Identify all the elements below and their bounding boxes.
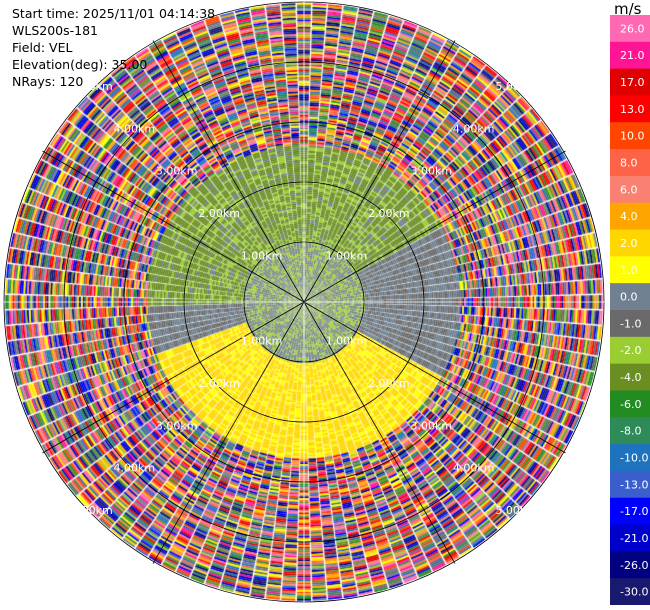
colorbar-swatch — [610, 41, 650, 70]
colorbar-swatch — [610, 551, 650, 579]
colorbar-swatch — [610, 363, 650, 391]
range-ring-label: 5.00km — [71, 80, 113, 93]
ppi-radar-image — [0, 0, 610, 610]
range-ring-label: 4.00km — [114, 122, 156, 135]
colorbar-swatch — [610, 95, 650, 123]
azimuth-spoke — [152, 301, 305, 564]
range-ring-label: 4.00km — [453, 462, 495, 475]
range-ring-label: 3.00km — [410, 419, 452, 432]
azimuth-spoke — [303, 40, 456, 303]
range-ring-label: 2.00km — [198, 207, 240, 220]
colorbar-swatch — [610, 283, 650, 311]
field-label: Field: VEL — [12, 40, 73, 55]
colorbar-swatch — [610, 336, 650, 365]
colorbar-tick-label: -30.0 — [620, 586, 648, 599]
start-time-label: Start time: 2025/11/01 04:14:38 — [12, 6, 216, 21]
colorbar-swatch — [610, 202, 650, 231]
instrument-label: WLS200s-181 — [12, 23, 98, 38]
colorbar-swatch — [610, 497, 650, 526]
colorbar-tick-label: -17.0 — [620, 505, 648, 518]
elevation-label: Elevation(deg): 35.00 — [12, 57, 148, 72]
range-ring-label: 1.00km — [241, 334, 283, 347]
azimuth-spoke — [42, 301, 305, 454]
colorbar-tick-label: 1.0 — [620, 264, 638, 277]
colorbar-swatch — [610, 256, 650, 284]
range-ring-label: 3.00km — [156, 419, 198, 432]
colorbar-swatch — [610, 175, 650, 204]
azimuth-spoke — [303, 150, 566, 303]
colorbar-tick-label: -4.0 — [620, 371, 641, 384]
range-ring-label: 5.00km — [495, 80, 537, 93]
colorbar-swatch — [610, 310, 650, 338]
colorbar-tick-label: 26.0 — [620, 22, 645, 35]
colorbar-tick-label: -1.0 — [620, 317, 641, 330]
colorbar-tick-label: -2.0 — [620, 344, 641, 357]
range-ring-label: 2.00km — [368, 377, 410, 390]
ppi-overlay: 1.00km 1.00km 1.00km 1.00km 2.00km 2.00km 2.00… — [2, 0, 606, 604]
range-ring-label: 4.00km — [114, 462, 156, 475]
colorbar-swatch — [610, 122, 650, 150]
colorbar-tick-label: 0.0 — [620, 291, 638, 304]
colorbar-tick-label: -8.0 — [620, 425, 641, 438]
range-ring-label: 2.00km — [368, 207, 410, 220]
range-ring-label: 1.00km — [326, 334, 368, 347]
colorbar: 26.0 21.0 17.0 13.0 10.0 8.0 6.0 4.0 2.0 1.0 0.0 -1… — [610, 15, 650, 605]
colorbar-swatch — [610, 417, 650, 445]
nrays-label: NRays: 120 — [12, 74, 84, 89]
range-ring-label: 3.00km — [410, 165, 452, 178]
colorbar-swatch — [610, 229, 650, 257]
azimuth-spoke — [152, 40, 305, 303]
colorbar-unit-label: m/s — [614, 0, 642, 18]
range-ring-label: 1.00km — [241, 250, 283, 263]
range-ring-label: 5.00km — [71, 504, 113, 517]
azimuth-spoke — [303, 301, 566, 454]
colorbar-swatch — [610, 470, 650, 499]
colorbar-swatch — [610, 15, 650, 43]
colorbar-tick-label: 8.0 — [620, 157, 638, 170]
azimuth-spoke — [303, 301, 456, 564]
colorbar-tick-label: -21.0 — [620, 532, 648, 545]
range-ring-label: 4.00km — [453, 122, 495, 135]
colorbar-swatch — [610, 578, 650, 605]
colorbar-tick-label: 17.0 — [620, 76, 645, 89]
colorbar-swatch — [610, 524, 650, 552]
colorbar-tick-label: 4.0 — [620, 210, 638, 223]
colorbar-swatch — [610, 68, 650, 96]
colorbar-tick-label: -26.0 — [620, 559, 648, 572]
colorbar-tick-label: 10.0 — [620, 130, 645, 143]
range-ring-label: 2.00km — [198, 377, 240, 390]
colorbar-swatch — [610, 444, 650, 472]
colorbar-tick-label: 13.0 — [620, 103, 645, 116]
colorbar-swatch — [610, 390, 650, 418]
colorbar-swatch — [610, 149, 650, 177]
range-ring-label: 1.00km — [326, 250, 368, 263]
colorbar-tick-label: 2.0 — [620, 237, 638, 250]
range-ring-label: 5.00km — [495, 504, 537, 517]
colorbar-tick-label: 21.0 — [620, 49, 645, 62]
colorbar-tick-label: 6.0 — [620, 183, 638, 196]
range-ring-label: 3.00km — [156, 165, 198, 178]
scan-info: Start time: 2025/11/01 04:14:38 WLS200s-… — [12, 5, 215, 90]
colorbar-tick-label: -10.0 — [620, 452, 648, 465]
colorbar-tick-label: -6.0 — [620, 398, 641, 411]
azimuth-spoke — [42, 150, 305, 303]
colorbar-tick-label: -13.0 — [620, 478, 648, 491]
